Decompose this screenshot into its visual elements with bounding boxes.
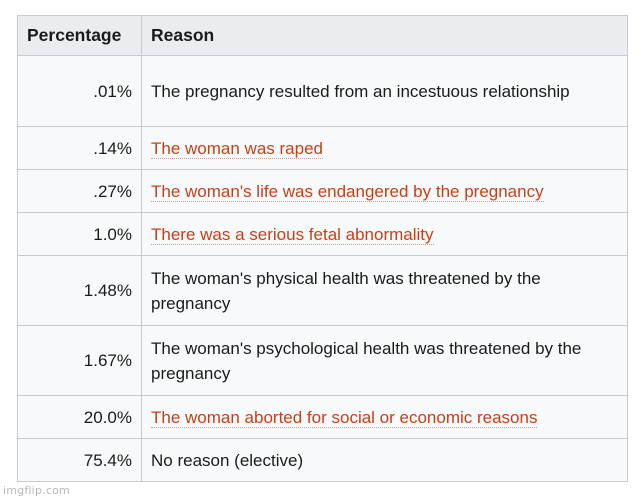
reason-link[interactable]: The woman was raped bbox=[151, 138, 323, 159]
percentage-cell: .14% bbox=[17, 126, 142, 170]
percentage-cell: 1.48% bbox=[17, 255, 142, 326]
reason-cell: The woman was raped bbox=[141, 126, 628, 170]
reasons-table-container: Percentage Reason .01% The pregnancy res… bbox=[17, 15, 628, 483]
reasons-table: Percentage Reason .01% The pregnancy res… bbox=[17, 15, 628, 482]
reason-text: The woman's psychological health was thr… bbox=[151, 338, 582, 383]
reason-link[interactable]: There was a serious fetal abnormality bbox=[151, 224, 434, 245]
table-row: .01% The pregnancy resulted from an ince… bbox=[17, 55, 628, 127]
table-row: .14% The woman was raped bbox=[17, 126, 628, 170]
reason-cell: The woman aborted for social or economic… bbox=[141, 395, 628, 439]
reason-cell: The woman's physical health was threaten… bbox=[141, 255, 628, 326]
percentage-cell: 20.0% bbox=[17, 395, 142, 439]
reason-cell: The pregnancy resulted from an incestuou… bbox=[141, 55, 628, 127]
percentage-column-header[interactable]: Percentage bbox=[17, 15, 142, 56]
percentage-cell: .01% bbox=[17, 55, 142, 127]
table-row: 1.0% There was a serious fetal abnormali… bbox=[17, 212, 628, 256]
percentage-cell: 1.0% bbox=[17, 212, 142, 256]
imgflip-watermark: imgflip.com bbox=[3, 484, 70, 497]
percentage-cell: 1.67% bbox=[17, 325, 142, 396]
table-row: 1.67% The woman's psychological health w… bbox=[17, 325, 628, 396]
reason-text: No reason (elective) bbox=[151, 450, 304, 470]
reason-cell: There was a serious fetal abnormality bbox=[141, 212, 628, 256]
reason-link[interactable]: The woman's life was endangered by the p… bbox=[151, 181, 544, 202]
reason-text: The pregnancy resulted from an incestuou… bbox=[151, 81, 570, 101]
table-header-row: Percentage Reason bbox=[17, 15, 628, 56]
reason-link[interactable]: The woman aborted for social or economic… bbox=[151, 407, 538, 428]
reason-text: The woman's physical health was threaten… bbox=[151, 268, 541, 313]
table-row: 1.48% The woman's physical health was th… bbox=[17, 255, 628, 326]
reason-cell: The woman's life was endangered by the p… bbox=[141, 169, 628, 213]
percentage-cell: 75.4% bbox=[17, 438, 142, 482]
percentage-cell: .27% bbox=[17, 169, 142, 213]
reason-column-header[interactable]: Reason bbox=[141, 15, 628, 56]
table-row: 20.0% The woman aborted for social or ec… bbox=[17, 395, 628, 439]
table-row: 75.4% No reason (elective) bbox=[17, 438, 628, 482]
reason-cell: No reason (elective) bbox=[141, 438, 628, 482]
reason-cell: The woman's psychological health was thr… bbox=[141, 325, 628, 396]
table-row: .27% The woman's life was endangered by … bbox=[17, 169, 628, 213]
